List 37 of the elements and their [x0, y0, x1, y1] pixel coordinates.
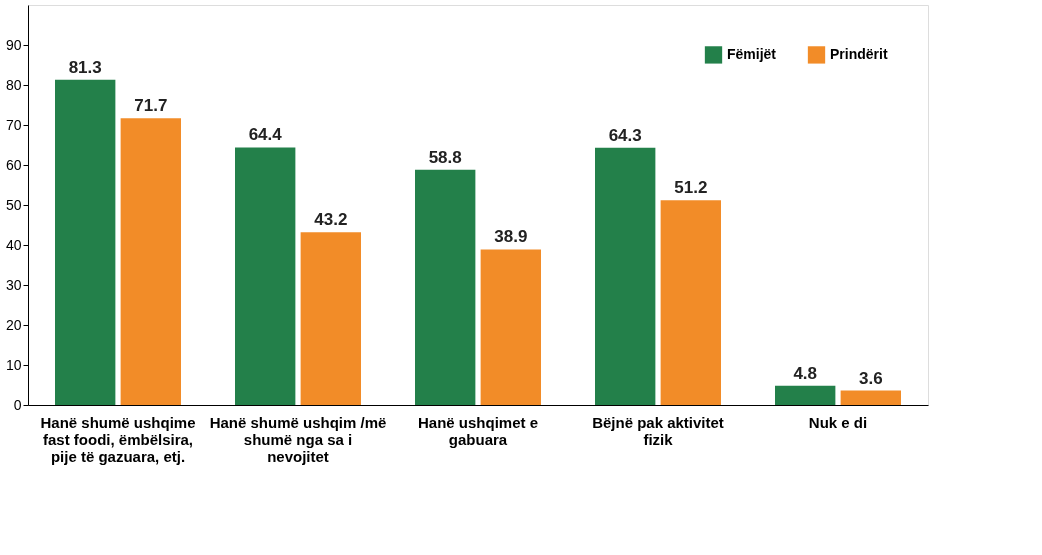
data-label: 64.3	[608, 125, 642, 145]
data-label: 64.4	[248, 125, 283, 145]
x-tick-label: Nuk e di	[808, 413, 868, 431]
bar	[480, 249, 541, 405]
y-tick-label: 10	[5, 356, 22, 373]
x-tick-label: Hanë ushqimet e gabuara	[417, 413, 539, 448]
data-label: 81.3	[68, 57, 102, 77]
y-tick-label: 20	[5, 316, 22, 333]
bar	[775, 385, 836, 405]
bar	[300, 232, 361, 405]
data-label: 4.8	[793, 363, 818, 383]
x-tick-label: Bëjnë pak aktivitet fizik	[592, 413, 724, 448]
y-tick-label: 0	[13, 396, 22, 413]
y-tick-label: 50	[5, 196, 22, 213]
data-label: 58.8	[428, 147, 462, 167]
bar	[235, 147, 296, 405]
data-label: 51.2	[674, 178, 708, 198]
bar	[120, 118, 181, 405]
legend-label: Prindërit	[830, 45, 888, 62]
bar	[660, 200, 721, 405]
bar	[415, 169, 476, 405]
y-tick-label: 80	[5, 76, 22, 93]
y-tick-label: 40	[5, 236, 22, 253]
x-tick-label: Hanë shumë ushqim /më shumë nga sa i nevojitet	[209, 413, 387, 465]
data-label: 43.2	[314, 210, 348, 230]
y-tick-label: 30	[5, 276, 22, 293]
y-tick-label: 70	[5, 116, 22, 133]
bar	[840, 390, 901, 405]
bar	[595, 147, 656, 405]
data-label: 71.7	[134, 96, 168, 116]
data-label: 38.9	[494, 227, 528, 247]
y-tick-label: 90	[5, 36, 22, 53]
bar	[55, 79, 116, 405]
y-tick-label: 60	[5, 156, 22, 173]
x-tick-label: Hanë shumë ushqime fast foodi, ëmbëlsira, pije të gazuara, etj.	[40, 413, 196, 465]
data-label: 3.6	[858, 368, 883, 388]
legend-label: Fëmijët	[727, 45, 777, 62]
